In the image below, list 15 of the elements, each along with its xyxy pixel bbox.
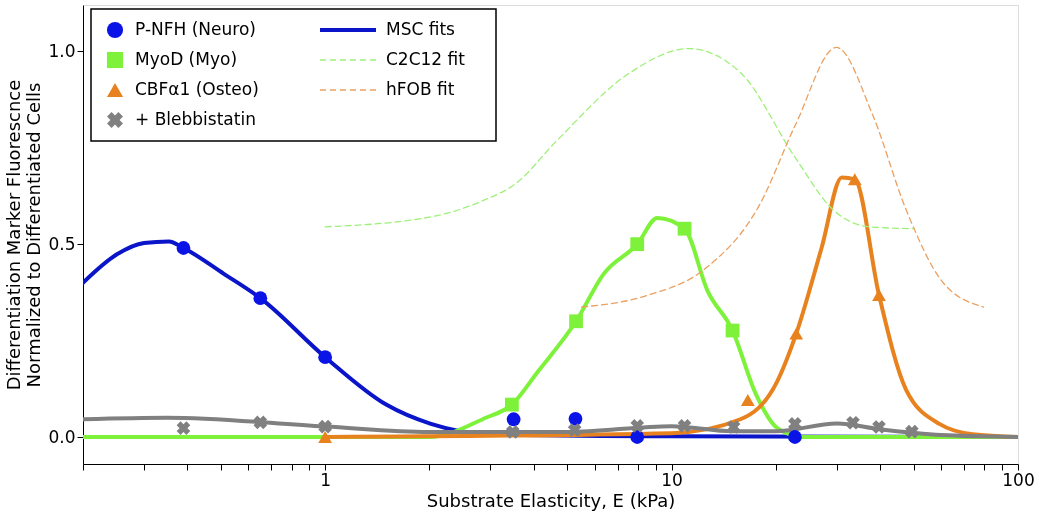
legend-label: MyoD (Myo)	[135, 49, 238, 69]
x-tick-label: 100	[1002, 469, 1035, 490]
y-axis-title: Differentiation Marker Fluorescnce Normalized to Differentiated Cells	[3, 79, 45, 391]
x-axis-title: Substrate Elasticity, E (kPa)	[426, 489, 676, 511]
legend-label: P-NFH (Neuro)	[135, 19, 256, 39]
y-tick-label: 0.5	[48, 233, 76, 254]
x-tick-label: 1	[320, 469, 332, 490]
y-tick-label: 0.0	[48, 426, 76, 447]
legend-label: CBFα1 (Osteo)	[135, 79, 259, 99]
legend-label: MSC fits	[386, 19, 456, 39]
y-tick-label: 1.0	[48, 40, 76, 61]
legend-label: C2C12 fit	[386, 49, 466, 69]
legend-label: hFOB fit	[386, 79, 455, 99]
legend-label: + Blebbistatin	[135, 109, 256, 129]
x-tick-label: 10	[661, 469, 683, 490]
